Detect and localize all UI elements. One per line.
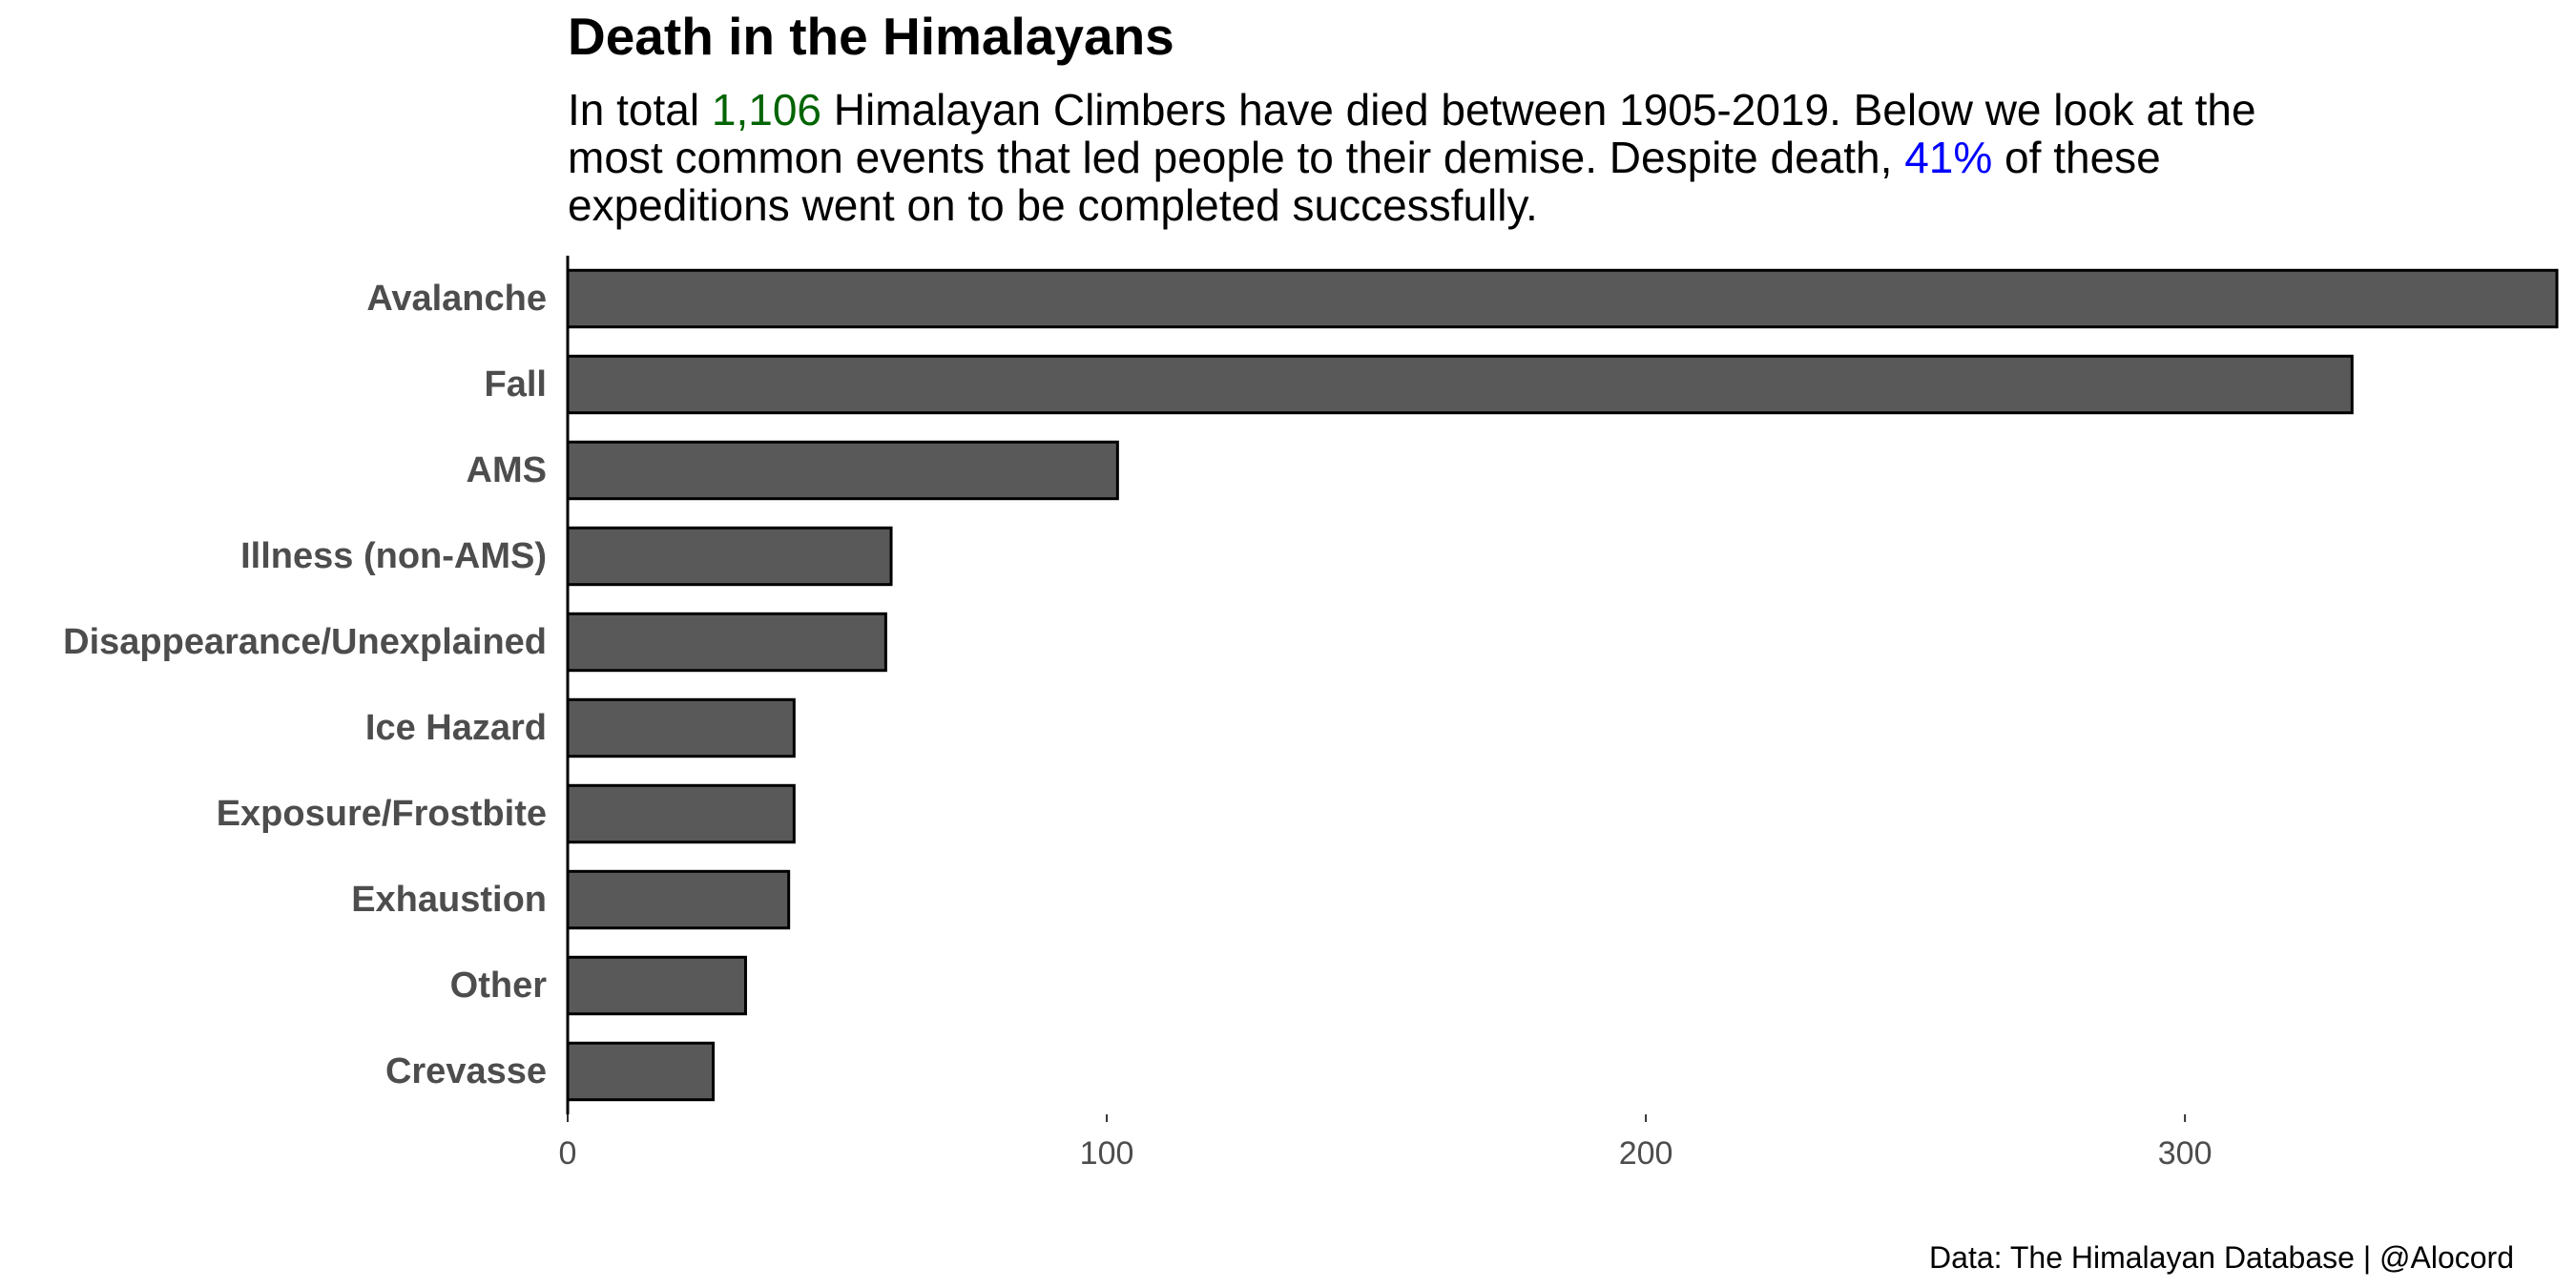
subtitle-text: of these bbox=[1992, 133, 2161, 182]
category-label: Avalanche bbox=[366, 279, 547, 319]
x-tick-label: 0 bbox=[559, 1135, 577, 1172]
bars-group bbox=[566, 268, 2559, 1102]
bar-disappearance-unexplained bbox=[566, 612, 887, 673]
bar-crevasse bbox=[566, 1041, 716, 1102]
subtitle-line-3: expeditions went on to be completed succ… bbox=[568, 180, 1538, 230]
x-tick-label: 300 bbox=[2158, 1135, 2212, 1172]
category-label: Disappearance/Unexplained bbox=[63, 622, 547, 662]
category-label: Illness (non-AMS) bbox=[240, 536, 547, 576]
x-tick-label: 100 bbox=[1080, 1135, 1134, 1172]
category-labels: Avalanche Fall AMS Illness (non-AMS) Disappe… bbox=[63, 279, 547, 1091]
bar-fall bbox=[566, 354, 2354, 415]
subtitle-text: most common events that led people to th… bbox=[568, 133, 1905, 182]
category-label: Other bbox=[450, 966, 548, 1006]
category-label: Ice Hazard bbox=[365, 708, 547, 748]
x-tick-label: 200 bbox=[1619, 1135, 1673, 1172]
data-source-caption: Data: The Himalayan Database | @Alocord bbox=[1929, 1240, 2514, 1275]
category-label: AMS bbox=[467, 450, 547, 490]
chart-title: Death in the Himalayans bbox=[568, 7, 1174, 66]
subtitle-line-1: In total 1,106 Himalayan Climbers have d… bbox=[568, 86, 2476, 134]
total-deaths-highlight: 1,106 bbox=[711, 85, 821, 135]
category-label: Exhaustion bbox=[351, 880, 547, 920]
subtitle-text: In total bbox=[568, 85, 712, 135]
bar-avalanche bbox=[566, 268, 2559, 329]
bar-ice-hazard bbox=[566, 697, 796, 758]
category-label: Fall bbox=[485, 364, 547, 405]
chart-subtitle: In total 1,106 Himalayan Climbers have d… bbox=[568, 86, 2476, 229]
bar-exhaustion bbox=[566, 869, 791, 930]
bar-ams bbox=[566, 440, 1119, 501]
x-axis: 0 100 200 300 bbox=[559, 1114, 2212, 1172]
subtitle-text: Himalayan Climbers have died between 190… bbox=[821, 85, 2256, 135]
bar-illness-non-ams bbox=[566, 526, 893, 587]
category-label: Crevasse bbox=[385, 1051, 547, 1091]
bar-other bbox=[566, 955, 747, 1016]
category-label: Exposure/Frostbite bbox=[217, 794, 547, 834]
subtitle-line-2: most common events that led people to th… bbox=[568, 134, 2476, 181]
success-pct-highlight: 41% bbox=[1904, 133, 1993, 182]
bar-exposure-frostbite bbox=[566, 783, 796, 844]
